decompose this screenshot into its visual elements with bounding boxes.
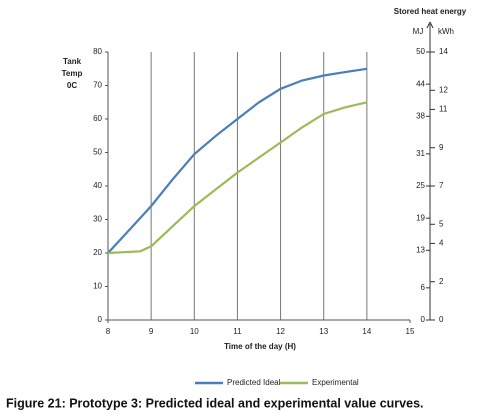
right-tick-label: 25: [416, 181, 425, 190]
right-tick-label: 38: [416, 111, 425, 120]
right-tick-label: 11: [439, 105, 448, 114]
right-tick-label: 7: [439, 181, 444, 190]
right-tick-label: 19: [416, 213, 425, 222]
right-tick-label: 5: [439, 219, 444, 228]
y-axis-label: 0C: [67, 81, 77, 90]
y-tick-label: 0: [98, 315, 103, 324]
right-tick-label: 9: [439, 143, 444, 152]
right-axis-title: Stored heat energy: [394, 7, 467, 16]
right-tick-label: 31: [416, 149, 425, 158]
y-tick-label: 50: [93, 148, 102, 157]
right-tick-label: 0: [421, 315, 426, 324]
x-tick-label: 9: [149, 327, 154, 336]
y-tick-label: 10: [93, 282, 102, 291]
series-line: [107, 67, 368, 254]
y-tick-label: 20: [93, 248, 102, 257]
x-tick-label: 12: [276, 327, 285, 336]
x-axis-label: Time of the day (H): [224, 342, 296, 351]
y-axis-label: Temp: [62, 69, 83, 78]
right-tick-label: 2: [439, 277, 444, 286]
caption: Figure 21: Prototype 3: Predicted ideal …: [6, 396, 424, 410]
right-axis-unit: MJ: [413, 27, 424, 36]
y-tick-label: 80: [93, 47, 102, 56]
legend-label: Predicted Ideal: [227, 378, 281, 387]
y-tick-label: 40: [93, 181, 102, 190]
right-tick-label: 6: [421, 283, 426, 292]
right-tick-label: 0: [439, 315, 444, 324]
right-tick-label: 13: [416, 245, 425, 254]
legend-label: Experimental: [312, 378, 359, 387]
y-axis-label: Tank: [63, 57, 82, 66]
right-axis-unit: kWh: [438, 27, 454, 36]
y-tick-label: 60: [93, 114, 102, 123]
series-line: [107, 101, 368, 255]
x-tick-label: 10: [190, 327, 199, 336]
right-tick-label: 4: [439, 239, 444, 248]
right-tick-label: 44: [416, 79, 425, 88]
right-tick-label: 50: [416, 47, 425, 56]
y-tick-label: 70: [93, 81, 102, 90]
x-tick-label: 11: [233, 327, 242, 336]
right-tick-label: 12: [439, 85, 448, 94]
x-tick-label: 15: [406, 327, 415, 336]
x-tick-label: 14: [362, 327, 371, 336]
y-tick-label: 30: [93, 215, 102, 224]
axis-arrow: [426, 21, 434, 29]
x-tick-label: 8: [106, 327, 111, 336]
right-tick-label: 14: [439, 47, 448, 56]
x-tick-label: 13: [319, 327, 328, 336]
